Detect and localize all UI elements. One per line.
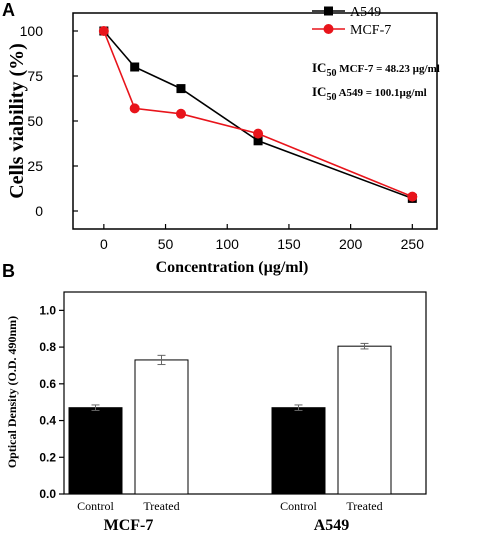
data-point-a549 — [253, 136, 263, 146]
panel-a-label: A — [2, 0, 15, 20]
panel-b-y-axis-label: Optical Density (O.D. 490nm) — [5, 316, 19, 468]
group-label: A549 — [314, 517, 350, 533]
y-tick-label: 100 — [20, 23, 44, 39]
legend-marker — [323, 24, 334, 34]
panel-b-y-ticks: 0.0 0.2 0.4 0.6 0.8 1.0 — [39, 303, 64, 501]
panel-a-y-ticks: 0 25 50 75 100 — [20, 23, 78, 219]
y-tick-label: 0 — [35, 203, 43, 219]
panel-b-bar-chart: B 0.0 0.2 0.4 0.6 0.8 1.0 Control Treated MCF-7… — [2, 261, 427, 533]
panel-b-label: B — [2, 261, 15, 281]
panel-a-line-chart: A 0 50 100 150 200 250 0 25 50 75 100 Concentrati… — [2, 0, 440, 276]
panel-a-legend: A549 MCF-7 — [312, 5, 391, 38]
panel-a-y-axis-label: Cells viability (%) — [6, 43, 28, 199]
legend-marker — [324, 6, 333, 16]
bar-a549-control — [271, 407, 326, 495]
data-point-a549 — [130, 62, 140, 72]
data-point-mcf-7 — [98, 26, 109, 36]
y-tick-label: 0.2 — [39, 450, 56, 464]
panel-a-annotations: IC50 MCF-7 = 48.23 µg/ml IC50 A549 = 100.… — [312, 60, 440, 103]
group-label: MCF-7 — [104, 517, 154, 533]
category-label: Control — [77, 499, 114, 513]
legend-label: A549 — [350, 5, 381, 20]
data-point-mcf-7 — [407, 191, 418, 202]
bar-mcf-7-treated — [134, 359, 189, 495]
bar-a549-treated — [337, 345, 392, 495]
x-tick-label: 200 — [339, 236, 363, 252]
data-point-mcf-7 — [253, 128, 264, 139]
category-label: Treated — [346, 499, 382, 513]
panel-a-plot-frame — [72, 12, 438, 230]
legend-label: MCF-7 — [350, 23, 391, 38]
series-line-mcf-7 — [103, 30, 413, 198]
panel-b-bars — [68, 342, 392, 495]
panel-a-x-ticks: 0 50 100 150 200 250 — [100, 224, 424, 252]
panel-a-series — [98, 26, 418, 203]
y-tick-label: 25 — [27, 158, 43, 174]
x-tick-label: 250 — [401, 236, 425, 252]
data-point-a549 — [176, 84, 186, 94]
y-tick-label: 0.4 — [39, 414, 56, 428]
y-tick-label: 50 — [27, 113, 43, 129]
category-label: Control — [280, 499, 317, 513]
y-tick-label: 1.0 — [39, 303, 56, 317]
data-point-mcf-7 — [129, 103, 140, 114]
ic50-annotation: IC50 MCF-7 = 48.23 µg/ml — [312, 60, 440, 79]
series-line-a549 — [103, 30, 413, 200]
ic50-annotation: IC50 A549 = 100.1µg/ml — [312, 84, 427, 103]
y-tick-label: 0.0 — [39, 487, 56, 501]
panel-b-plot-frame — [63, 291, 427, 495]
x-tick-label: 50 — [158, 236, 174, 252]
data-point-mcf-7 — [175, 108, 186, 119]
category-label: Treated — [143, 499, 179, 513]
y-tick-label: 0.6 — [39, 377, 56, 391]
y-tick-label: 0.8 — [39, 340, 56, 354]
x-tick-label: 150 — [277, 236, 301, 252]
y-tick-label: 75 — [27, 68, 43, 84]
x-tick-label: 100 — [216, 236, 240, 252]
x-tick-label: 0 — [100, 236, 108, 252]
panel-b-x-labels: Control Treated MCF-7 Control Treated A549 — [77, 499, 382, 533]
bar-mcf-7-control — [68, 407, 123, 495]
panel-a-x-axis-label: Concentration (µg/ml) — [156, 259, 309, 276]
